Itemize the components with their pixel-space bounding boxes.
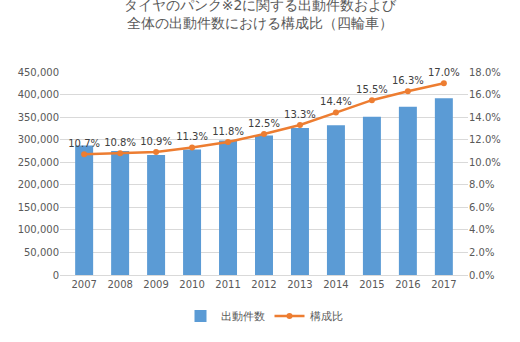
svg-text:4.0%: 4.0% bbox=[469, 224, 494, 235]
svg-text:14.4%: 14.4% bbox=[320, 96, 352, 107]
svg-text:タイヤのパンク※2に関する出動件数および全体の出動件数におけ: タイヤのパンク※2に関する出動件数および全体の出動件数における構成比（四輪車） bbox=[124, 0, 398, 31]
svg-text:14.0%: 14.0% bbox=[469, 112, 501, 123]
svg-text:10.0%: 10.0% bbox=[469, 157, 501, 168]
svg-text:12.0%: 12.0% bbox=[469, 134, 501, 145]
svg-text:12.5%: 12.5% bbox=[248, 118, 280, 129]
svg-text:構成比: 構成比 bbox=[310, 310, 343, 323]
svg-text:17.0%: 17.0% bbox=[428, 67, 460, 78]
svg-text:2011: 2011 bbox=[215, 279, 240, 290]
svg-text:2.0%: 2.0% bbox=[469, 247, 494, 258]
svg-text:2014: 2014 bbox=[323, 279, 348, 290]
svg-text:0: 0 bbox=[53, 270, 59, 281]
svg-text:400,000: 400,000 bbox=[18, 89, 59, 100]
svg-text:2009: 2009 bbox=[143, 279, 168, 290]
svg-text:100,000: 100,000 bbox=[18, 224, 59, 235]
svg-text:350,000: 350,000 bbox=[18, 112, 59, 123]
svg-text:16.0%: 16.0% bbox=[469, 89, 501, 100]
svg-text:2007: 2007 bbox=[71, 279, 96, 290]
svg-text:11.3%: 11.3% bbox=[176, 131, 208, 142]
svg-text:150,000: 150,000 bbox=[18, 202, 59, 213]
svg-text:出動件数: 出動件数 bbox=[221, 310, 265, 323]
svg-text:18.0%: 18.0% bbox=[469, 67, 501, 78]
svg-text:450,000: 450,000 bbox=[18, 67, 59, 78]
svg-text:0.0%: 0.0% bbox=[469, 270, 494, 281]
svg-text:13.3%: 13.3% bbox=[284, 109, 316, 120]
svg-text:6.0%: 6.0% bbox=[469, 202, 494, 213]
svg-text:2010: 2010 bbox=[179, 279, 204, 290]
svg-text:15.5%: 15.5% bbox=[356, 84, 388, 95]
svg-text:10.7%: 10.7% bbox=[68, 138, 100, 149]
svg-text:50,000: 50,000 bbox=[24, 247, 59, 258]
svg-text:2012: 2012 bbox=[251, 279, 276, 290]
svg-text:10.9%: 10.9% bbox=[140, 136, 172, 147]
svg-text:2015: 2015 bbox=[359, 279, 384, 290]
svg-text:2008: 2008 bbox=[107, 279, 132, 290]
svg-text:2013: 2013 bbox=[287, 279, 312, 290]
svg-text:11.8%: 11.8% bbox=[212, 126, 244, 137]
svg-text:200,000: 200,000 bbox=[18, 179, 59, 190]
svg-text:300,000: 300,000 bbox=[18, 134, 59, 145]
svg-text:2017: 2017 bbox=[431, 279, 456, 290]
svg-text:10.8%: 10.8% bbox=[104, 137, 136, 148]
svg-text:2016: 2016 bbox=[395, 279, 420, 290]
svg-text:16.3%: 16.3% bbox=[392, 75, 424, 86]
svg-text:250,000: 250,000 bbox=[18, 157, 59, 168]
svg-text:8.0%: 8.0% bbox=[469, 179, 494, 190]
